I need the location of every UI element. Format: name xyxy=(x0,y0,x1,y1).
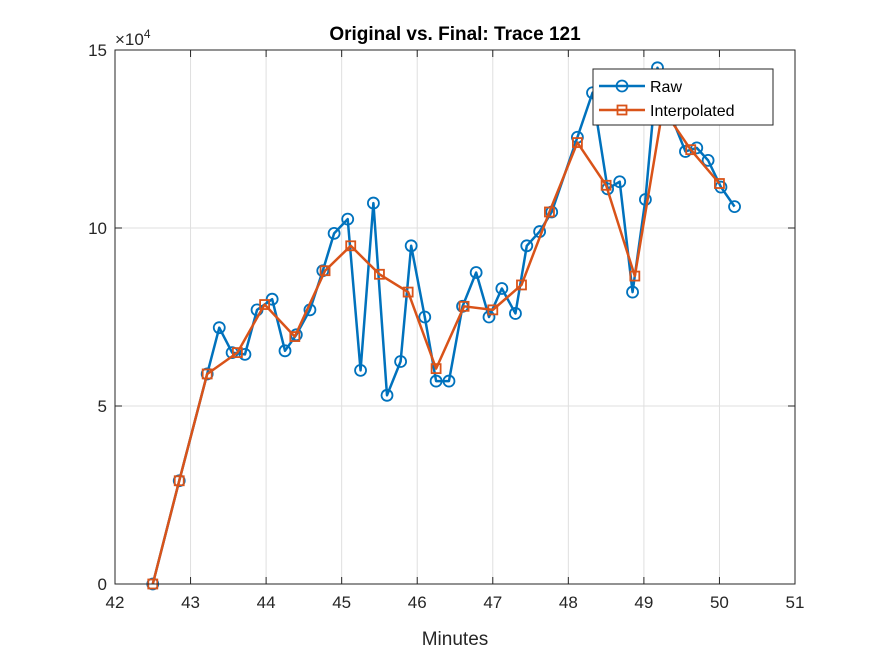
data-point-interpolated xyxy=(714,178,725,189)
data-point-raw xyxy=(394,355,408,368)
data-point-interpolated xyxy=(600,179,612,191)
legend-label: Interpolated xyxy=(650,103,735,120)
plot-frame xyxy=(114,49,796,585)
data-point-raw xyxy=(429,374,443,388)
data-point-interpolated xyxy=(516,279,527,291)
data-point-raw xyxy=(469,266,483,279)
data-point-raw xyxy=(690,141,704,155)
legend: Raw Interpolated xyxy=(592,68,774,126)
data-point-interpolated xyxy=(319,265,331,277)
data-point-raw xyxy=(613,175,627,189)
x-tick-label: 44 xyxy=(257,593,276,612)
data-point-raw xyxy=(404,239,418,253)
data-point-raw xyxy=(509,307,522,320)
data-point-raw xyxy=(639,193,652,206)
data-point-raw xyxy=(366,196,380,210)
y-tick-label: 0 xyxy=(98,575,107,594)
plot-area xyxy=(115,50,795,584)
data-point-interpolated xyxy=(259,299,271,310)
legend-entry-raw: Raw xyxy=(599,79,682,96)
data-point-raw xyxy=(238,347,252,361)
legend-label: Raw xyxy=(650,79,682,96)
data-point-interpolated xyxy=(289,331,301,342)
data-point-interpolated xyxy=(173,475,185,487)
y-tick-label: 5 xyxy=(98,397,107,416)
x-axis-label: Minutes xyxy=(422,629,489,650)
chart-title: Original vs. Final: Trace 121 xyxy=(329,24,581,45)
data-point-raw xyxy=(442,374,456,388)
data-point-raw xyxy=(200,367,214,381)
series-line-interpolated xyxy=(151,107,721,585)
data-point-raw xyxy=(380,388,394,402)
y-exponent-base: ×10 xyxy=(115,30,144,49)
y-axis-exponent: ×104 xyxy=(115,27,151,49)
y-tick-label: 10 xyxy=(88,219,107,238)
x-tick-label: 43 xyxy=(181,593,200,612)
data-point-raw xyxy=(354,363,367,377)
x-tick-label: 48 xyxy=(559,593,578,612)
data-point-interpolated xyxy=(487,304,499,316)
data-point-raw xyxy=(172,474,186,488)
data-point-interpolated xyxy=(374,268,385,280)
data-point-raw xyxy=(341,212,355,226)
x-tick-label: 45 xyxy=(332,593,351,612)
data-point-interpolated xyxy=(201,368,213,380)
data-point-interpolated xyxy=(402,286,414,298)
legend-box xyxy=(592,68,774,126)
data-point-raw xyxy=(626,285,639,299)
data-point-raw xyxy=(701,153,715,167)
data-point-raw xyxy=(520,239,534,253)
legend-marker-square xyxy=(616,104,628,116)
legend-marker-circle xyxy=(615,79,629,93)
legend-entry-interpolated: Interpolated xyxy=(599,103,735,120)
data-point-raw xyxy=(212,321,226,335)
x-tick-label: 47 xyxy=(483,593,502,612)
x-tick-label: 49 xyxy=(634,593,653,612)
data-point-raw xyxy=(495,282,509,295)
x-tick-label: 42 xyxy=(106,593,125,612)
data-point-raw xyxy=(418,310,432,324)
data-point-raw xyxy=(278,344,292,358)
data-point-interpolated xyxy=(231,347,243,359)
series-line-raw xyxy=(151,66,736,585)
data-point-interpolated xyxy=(544,206,555,218)
y-exponent-power: 4 xyxy=(144,27,151,41)
data-point-interpolated xyxy=(458,300,470,312)
x-tick-label: 51 xyxy=(786,593,805,612)
data-point-interpolated xyxy=(629,270,641,282)
x-tick-label: 46 xyxy=(408,593,427,612)
data-point-interpolated xyxy=(345,240,357,252)
data-point-raw xyxy=(728,200,741,214)
data-point-interpolated xyxy=(430,363,442,375)
data-point-interpolated xyxy=(685,144,697,156)
data-point-interpolated xyxy=(572,137,583,148)
x-tick-label: 50 xyxy=(710,593,729,612)
y-tick-label: 15 xyxy=(88,41,107,60)
data-point-raw xyxy=(327,226,341,240)
